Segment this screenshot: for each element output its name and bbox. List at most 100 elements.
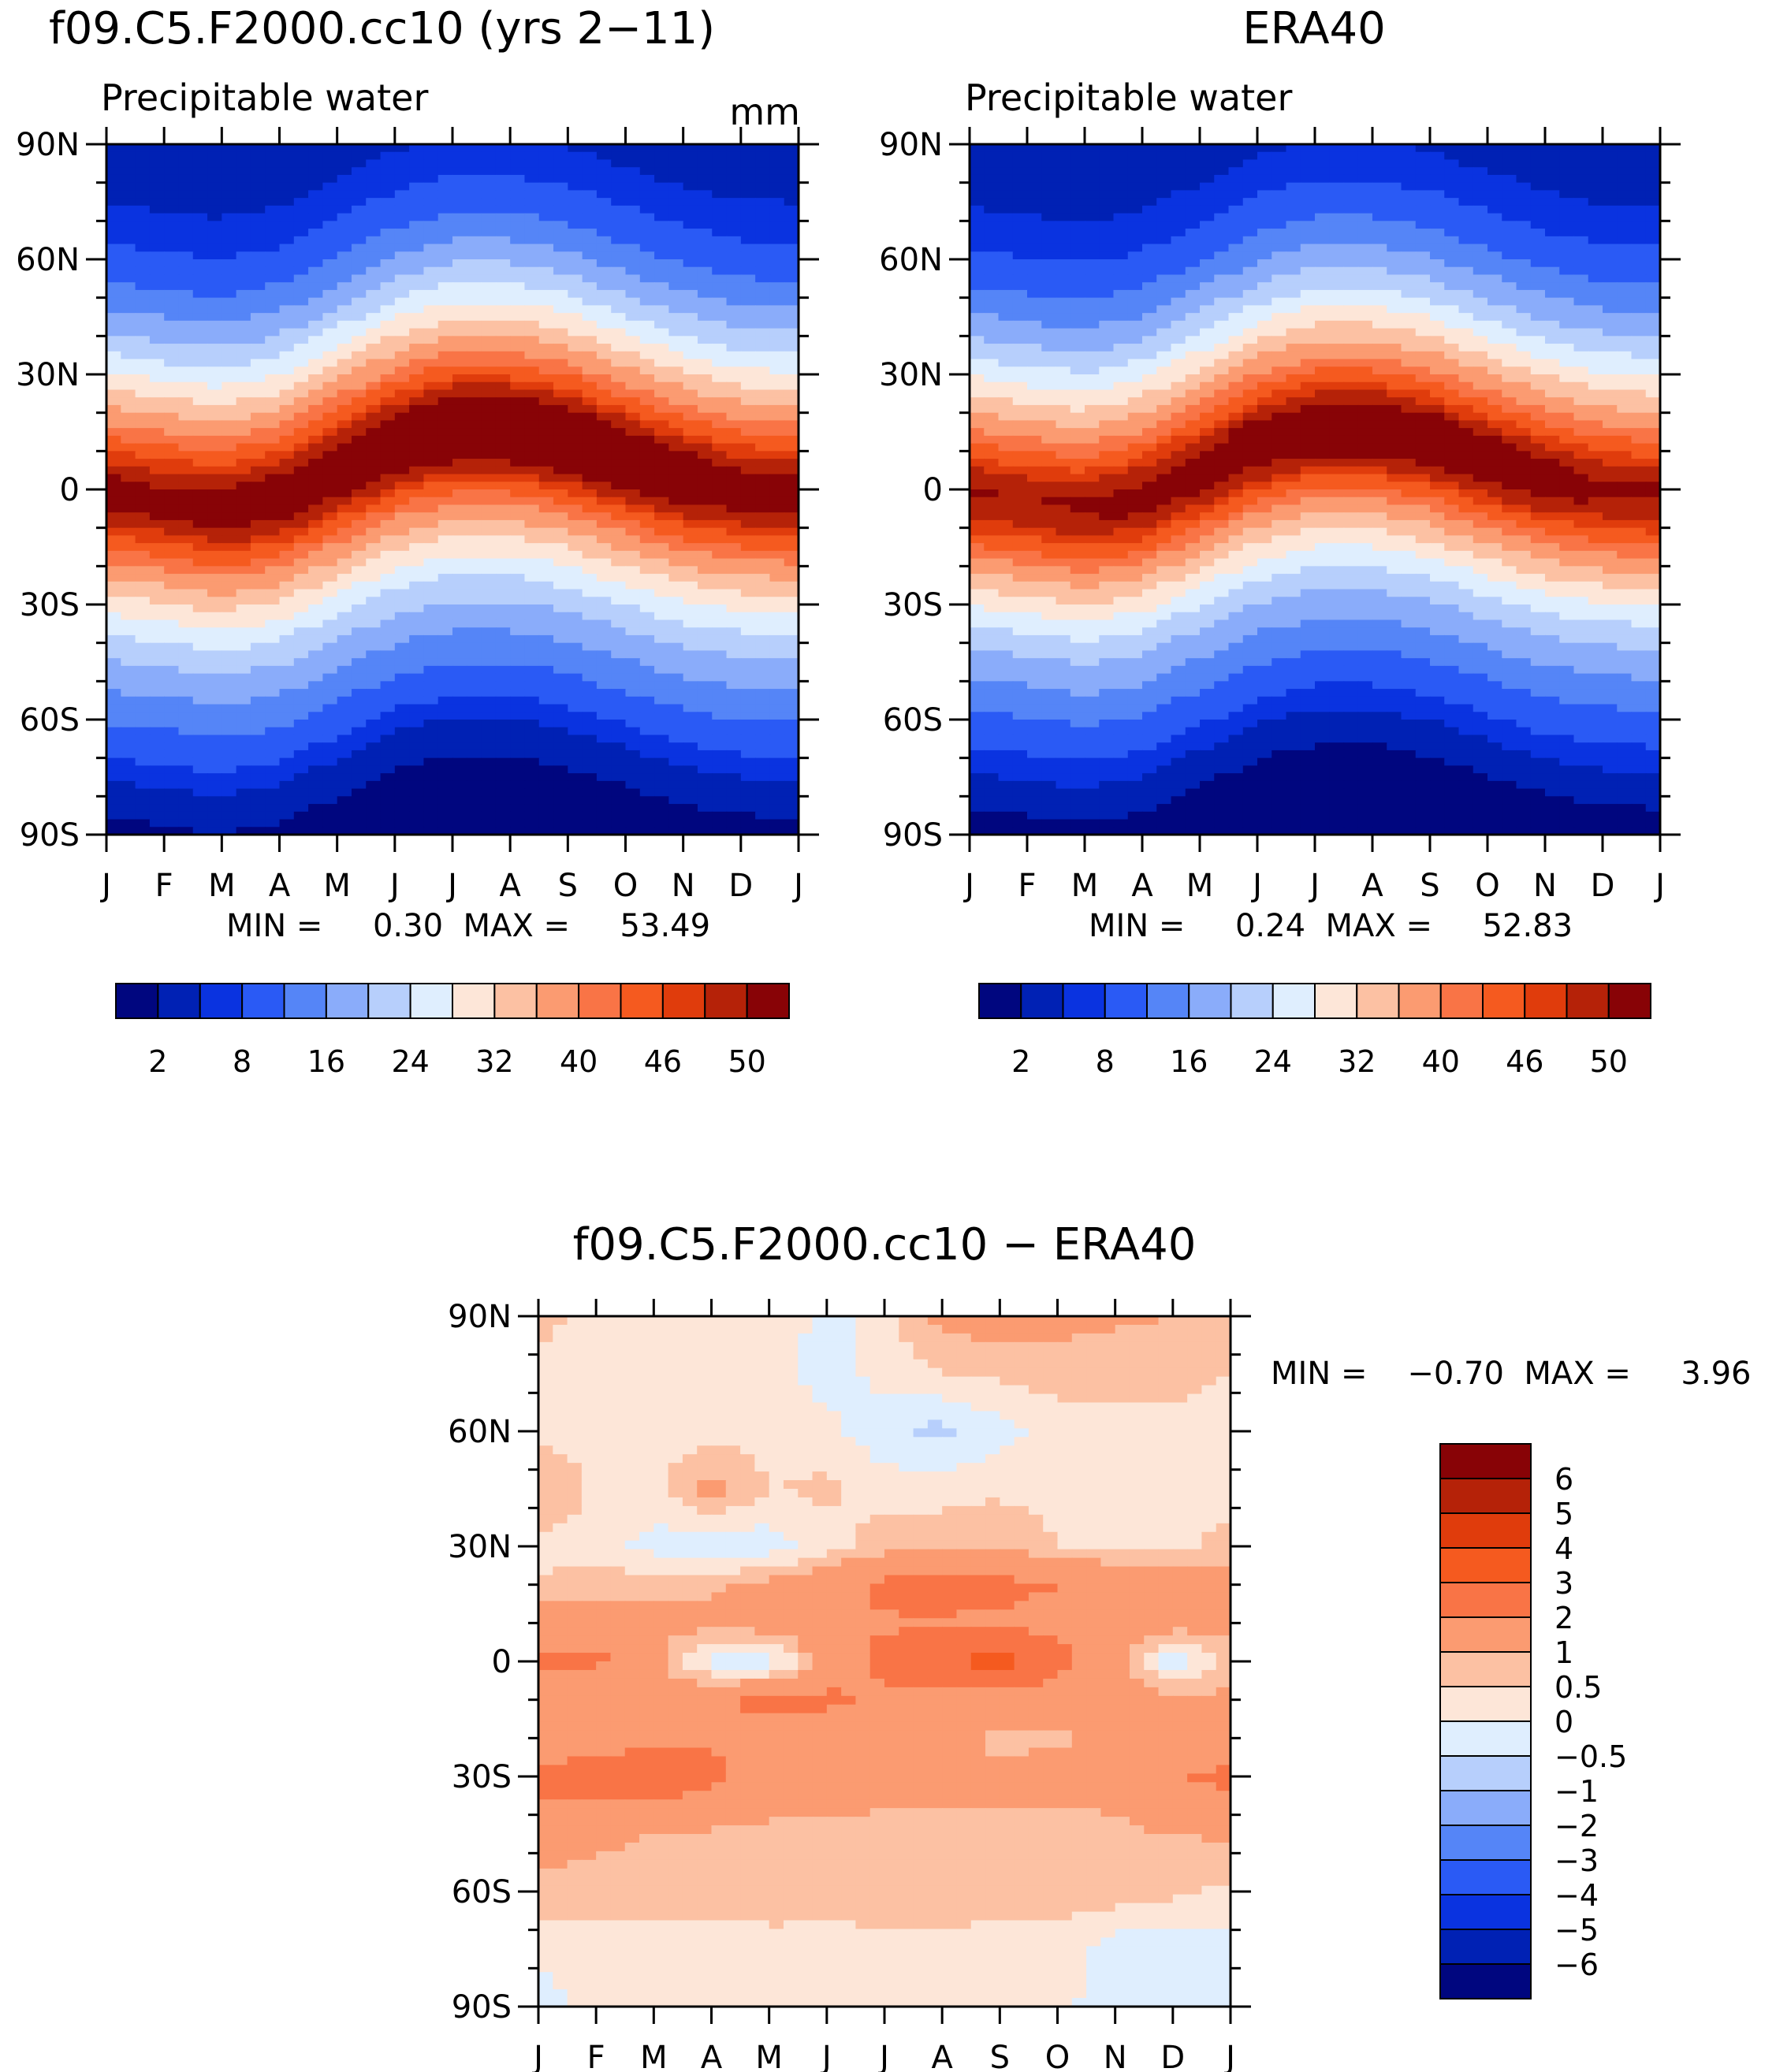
model-cell bbox=[250, 159, 266, 168]
model-cell bbox=[625, 735, 641, 743]
model-cell bbox=[149, 159, 165, 168]
model-cell bbox=[784, 773, 799, 782]
model-cell bbox=[164, 420, 180, 429]
model-cell bbox=[293, 404, 309, 414]
model-cell bbox=[222, 259, 237, 268]
model-cell bbox=[582, 144, 598, 153]
model-cell bbox=[409, 159, 425, 168]
model-cell bbox=[495, 604, 511, 613]
era40-cell bbox=[1242, 229, 1258, 237]
model-cell bbox=[625, 174, 641, 184]
era40-cell bbox=[998, 213, 1014, 222]
model-cell bbox=[164, 435, 180, 445]
model-cell bbox=[121, 704, 136, 712]
model-cell bbox=[769, 190, 785, 199]
model-cell bbox=[394, 313, 410, 322]
model-cell bbox=[697, 412, 713, 422]
model-cell bbox=[279, 167, 295, 176]
model-cell bbox=[495, 144, 511, 153]
model-cell bbox=[726, 727, 742, 736]
model-cell bbox=[178, 190, 194, 199]
model-cell bbox=[654, 619, 670, 628]
model-cell bbox=[755, 259, 771, 268]
model-cell bbox=[510, 381, 526, 391]
model-cell bbox=[639, 819, 655, 828]
model-cell bbox=[639, 482, 655, 490]
model-cell bbox=[726, 489, 742, 498]
model-cell bbox=[149, 634, 165, 644]
model-cell bbox=[726, 374, 742, 383]
model-cell bbox=[784, 443, 799, 452]
model-cell bbox=[250, 819, 266, 828]
model-cell bbox=[423, 819, 439, 828]
model-cell bbox=[423, 151, 439, 161]
model-cell bbox=[337, 205, 352, 214]
model-cell bbox=[784, 742, 799, 751]
model-cell bbox=[568, 336, 583, 344]
model-cell bbox=[755, 213, 771, 222]
model-cell bbox=[394, 489, 410, 498]
model-cell bbox=[322, 566, 338, 575]
model-cell bbox=[279, 244, 295, 252]
model-cell bbox=[192, 796, 208, 805]
model-cell bbox=[683, 305, 698, 314]
model-cell bbox=[611, 313, 627, 322]
model-cell bbox=[366, 274, 382, 283]
model-cell bbox=[467, 221, 482, 229]
model-cell bbox=[495, 827, 511, 835]
model-cell bbox=[611, 589, 627, 597]
model-cell bbox=[164, 804, 180, 813]
model-cell bbox=[394, 344, 410, 352]
model-cell bbox=[553, 574, 569, 582]
model-cell bbox=[726, 658, 742, 667]
model-cell bbox=[380, 305, 396, 314]
era40-cell bbox=[1070, 151, 1085, 161]
model-cell bbox=[568, 397, 583, 406]
model-cell bbox=[784, 381, 799, 391]
model-cell bbox=[755, 773, 771, 782]
model-cell bbox=[697, 244, 713, 252]
model-cell bbox=[149, 305, 165, 314]
era40-cell bbox=[1588, 205, 1603, 214]
model-cell bbox=[366, 221, 382, 229]
model-cell bbox=[192, 266, 208, 276]
model-cell bbox=[380, 742, 396, 751]
model-cell bbox=[265, 305, 281, 314]
model-cell bbox=[366, 681, 382, 690]
era40-cell bbox=[1588, 221, 1603, 229]
model-cell bbox=[222, 366, 237, 375]
model-cell bbox=[784, 428, 799, 437]
model-cell bbox=[250, 305, 266, 314]
model-cell bbox=[106, 727, 121, 736]
era40-cell bbox=[970, 151, 985, 161]
model-cell bbox=[568, 482, 583, 490]
model-cell bbox=[337, 735, 352, 743]
model-cell bbox=[769, 381, 785, 391]
model-cell bbox=[380, 428, 396, 437]
model-cell bbox=[106, 236, 121, 245]
era40-cell bbox=[1458, 198, 1474, 206]
model-cell bbox=[178, 244, 194, 252]
model-cell bbox=[351, 404, 367, 414]
colorbar-model-swatch bbox=[409, 983, 453, 1019]
model-cell bbox=[611, 543, 627, 552]
model-cell bbox=[467, 266, 482, 276]
model-cell bbox=[351, 282, 367, 291]
model-cell bbox=[322, 720, 338, 728]
model-cell bbox=[437, 266, 453, 276]
model-cell bbox=[164, 527, 180, 537]
model-cell bbox=[712, 213, 728, 222]
model-cell bbox=[668, 336, 684, 344]
model-cell bbox=[625, 712, 641, 720]
model-cell bbox=[582, 443, 598, 452]
model-cell bbox=[611, 704, 627, 712]
model-cell bbox=[755, 704, 771, 712]
model-cell bbox=[769, 466, 785, 475]
model-cell bbox=[293, 558, 309, 567]
model-cell bbox=[207, 451, 223, 459]
model-cell bbox=[683, 773, 698, 782]
model-cell bbox=[452, 712, 467, 720]
model-cell bbox=[568, 650, 583, 659]
model-cell bbox=[568, 827, 583, 835]
